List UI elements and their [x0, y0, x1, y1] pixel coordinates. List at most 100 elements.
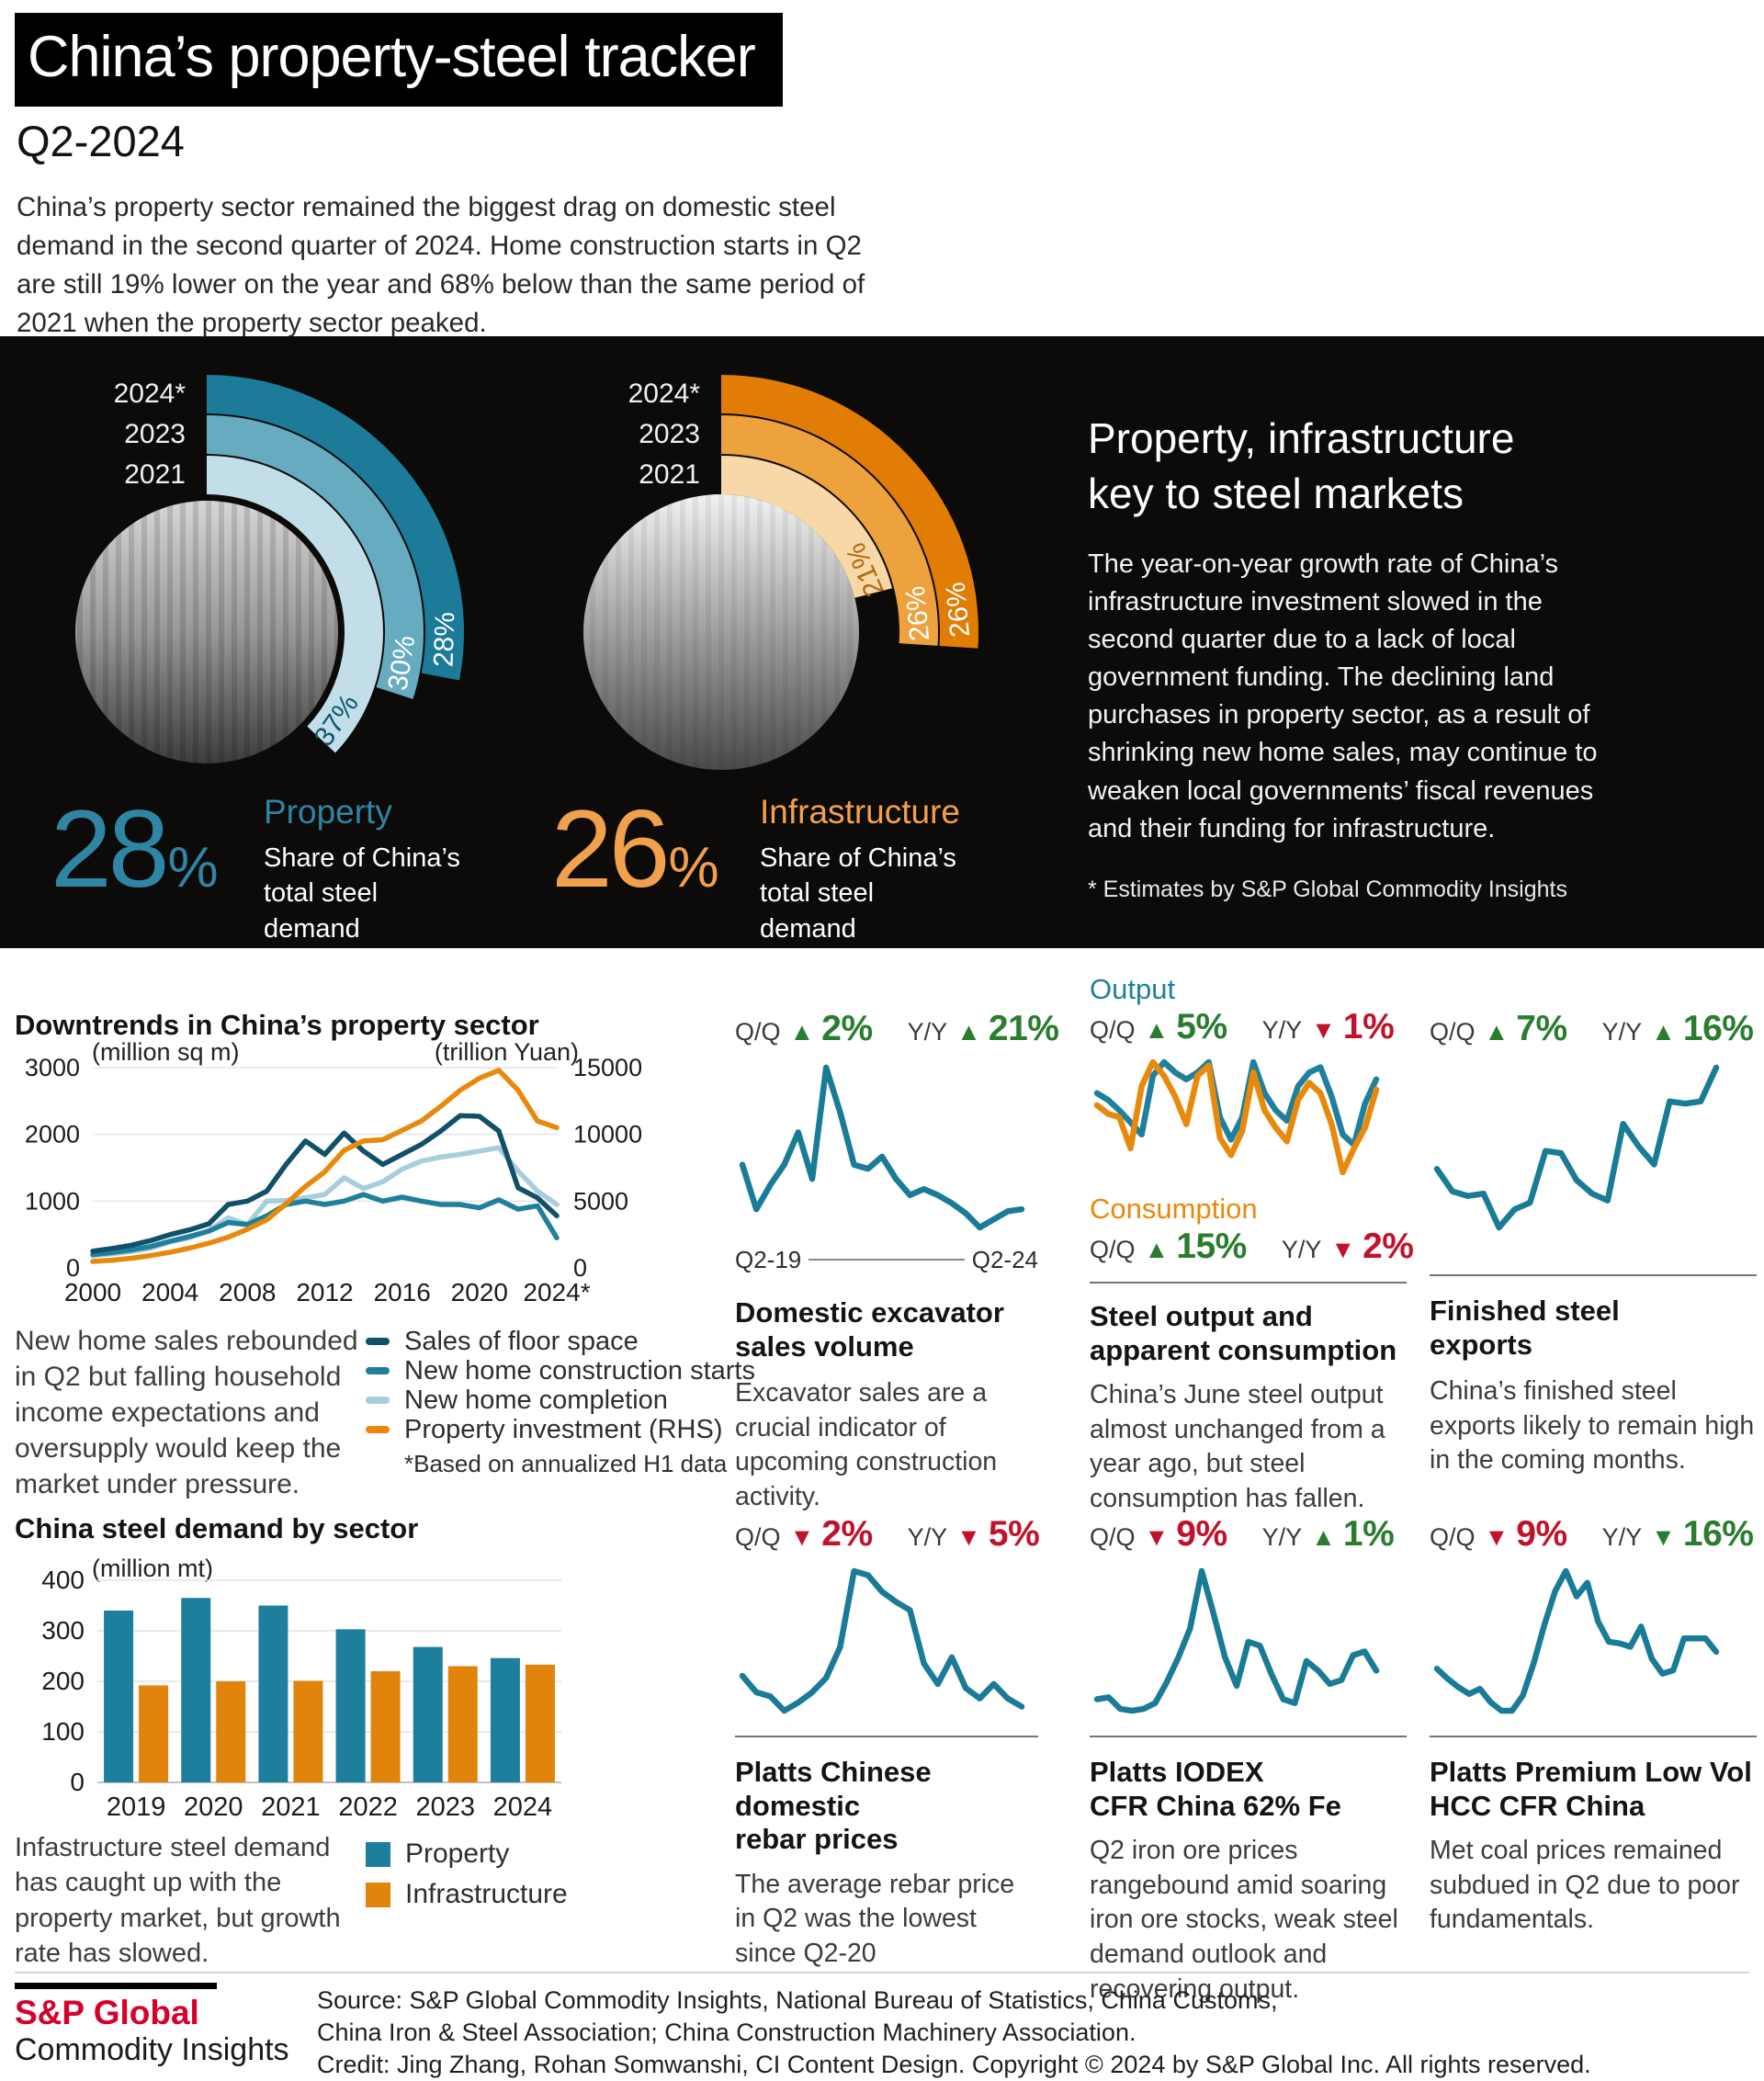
svg-text:2004: 2004	[141, 1278, 198, 1305]
svg-text:3000: 3000	[25, 1057, 80, 1081]
panel-divider	[1430, 1736, 1757, 1737]
svg-text:10000: 10000	[573, 1121, 642, 1148]
svg-text:400: 400	[41, 1567, 85, 1594]
hero-panel: 28% 30% 37% 26% 26% 21% 2024* 2023 2021 2024…	[0, 336, 1764, 948]
stats-row: Q/Q ▼ 9% Y/Y ▲ 1%	[1090, 1514, 1395, 1554]
svg-text:2008: 2008	[219, 1278, 276, 1305]
hero-footnote: * Estimates by S&P Global Commodity Insi…	[1088, 877, 1567, 902]
hero-headline-line1: Property, infrastructure	[1088, 414, 1515, 462]
property-share-caption: Share of China’s total steel demand	[264, 843, 460, 944]
stats-row: Q/Q ▲ 7% Y/Y ▲ 16%	[1430, 1009, 1754, 1048]
brand-bar	[15, 1983, 217, 1989]
property-share-label-block: Property Share of China’s total steel de…	[264, 793, 480, 946]
svg-text:300: 300	[41, 1616, 85, 1645]
infrastructure-share-label-block: Infrastructure Share of China’s total st…	[760, 793, 976, 946]
page-subtitle: Q2-2024	[17, 117, 185, 165]
steel-demand-legend: Property Infrastructure	[366, 1834, 568, 1915]
svg-text:200: 200	[41, 1667, 85, 1695]
consumption-stats-row: Q/Q ▲ 15% Y/Y ▼ 2%	[1090, 1227, 1414, 1266]
rebar-panel: Q/Q ▼ 2% Y/Y ▼ 5% Platts Chinese domestic reba…	[735, 1514, 1040, 1972]
sp-global-logo: S&P Global	[15, 1994, 199, 2031]
hcc-sparkline	[1433, 1567, 1720, 1714]
excavator-panel: Q/Q ▲ 2% Y/Y ▲ 21% Q2-19 Q2-24 Domestic excav…	[735, 1009, 1059, 1515]
property-year-2023: 2023	[124, 419, 186, 449]
svg-text:26%: 26%	[941, 581, 977, 639]
svg-text:2000: 2000	[64, 1278, 121, 1305]
output-consumption-sparkline	[1093, 1058, 1380, 1176]
steel-exports-title: Finished steel exports	[1430, 1295, 1620, 1361]
infrastructure-label: Infrastructure	[760, 793, 960, 831]
downtrends-caption: New home sales rebounded in Q2 but falli…	[15, 1326, 358, 1499]
downtrends-line-chart: 0 1000 2000 3000 0 5000 10000 15000 2000 2004 2008…	[25, 1057, 642, 1305]
downtrends-left-unit: (million sq m)	[92, 1038, 240, 1066]
footer-divider	[15, 1972, 1749, 1974]
excavator-title: Domestic excavator sales volume	[735, 1296, 1004, 1363]
x-axis-line	[808, 1259, 965, 1261]
source-credit-block: Source: S&P Global Commodity Insights, N…	[317, 1985, 1591, 2081]
infra-year-2024: 2024*	[628, 379, 700, 409]
excavator-sparkline	[739, 1064, 1025, 1231]
steel-demand-chart-title: China steel demand by sector	[15, 1512, 419, 1544]
stats-row: Q/Q ▼ 9% Y/Y ▼ 16%	[1430, 1514, 1754, 1554]
rebar-title: Platts Chinese domestic rebar prices	[735, 1756, 932, 1856]
panel-divider	[1090, 1282, 1407, 1284]
rebar-caption: The average rebar price in Q2 was the lo…	[735, 1869, 1015, 1968]
steel-demand-unit: (million mt)	[92, 1555, 213, 1582]
output-consumption-panel: Output Q/Q ▲ 5% Y/Y ▼ 1% Consumption Q/Q ▲ 15% Y…	[1090, 973, 1414, 1517]
svg-text:0: 0	[573, 1254, 587, 1282]
svg-text:0: 0	[66, 1254, 80, 1282]
property-share-big-number: 28%	[51, 787, 219, 910]
credit-line: Credit: Jing Zhang, Rohan Somwanshi, CI …	[317, 2051, 1591, 2078]
svg-text:2022: 2022	[338, 1793, 398, 1821]
svg-text:2021: 2021	[261, 1793, 321, 1821]
output-series-label: Output	[1090, 973, 1176, 1005]
iodex-panel: Q/Q ▼ 9% Y/Y ▲ 1% Platts IODEX CFR China 62% F…	[1090, 1514, 1407, 2007]
svg-text:0: 0	[70, 1768, 85, 1796]
output-consumption-caption: China’s June steel output almost unchang…	[1090, 1380, 1385, 1513]
hcc-title: Platts Premium Low Vol HCC CFR China	[1430, 1756, 1752, 1822]
steel-exports-sparkline	[1433, 1064, 1720, 1231]
svg-text:2020: 2020	[184, 1793, 243, 1821]
property-share-donut-chart: 28%30%37%	[75, 375, 464, 763]
hcc-caption: Met coal prices remained subdued in Q2 d…	[1430, 1836, 1740, 1935]
x-end-label: Q2-24	[971, 1245, 1038, 1273]
svg-text:15000: 15000	[573, 1057, 642, 1081]
stats-row: Q/Q ▲ 2% Y/Y ▲ 21%	[735, 1009, 1059, 1048]
property-label: Property	[264, 793, 392, 831]
steel-exports-caption: China’s finished steel exports likely to…	[1430, 1376, 1755, 1476]
x-start-label: Q2-19	[735, 1245, 802, 1273]
intro-paragraph: China’s property sector remained the big…	[17, 192, 865, 338]
stats-row: Q/Q ▼ 2% Y/Y ▼ 5%	[735, 1514, 1040, 1554]
property-year-2021: 2021	[124, 459, 186, 490]
infrastructure-share-caption: Share of China’s total steel demand	[760, 843, 956, 944]
property-year-2024: 2024*	[113, 379, 186, 409]
svg-text:2024: 2024	[493, 1793, 553, 1821]
hcc-panel: Q/Q ▼ 9% Y/Y ▼ 16% Platts Premium Low Vol HCC …	[1430, 1514, 1757, 1938]
source-line-2: China Iron & Steel Association; China Co…	[317, 2019, 1136, 2046]
hero-body-text: The year-on-year growth rate of China’s …	[1088, 549, 1598, 843]
svg-text:2012: 2012	[296, 1278, 353, 1305]
downtrends-chart-title: Downtrends in China’s property sector	[15, 1009, 539, 1041]
svg-text:2023: 2023	[415, 1793, 475, 1821]
output-stats-row: Q/Q ▲ 5% Y/Y ▼ 1%	[1090, 1007, 1395, 1046]
svg-text:2016: 2016	[374, 1278, 431, 1305]
iodex-title: Platts IODEX CFR China 62% Fe	[1090, 1756, 1341, 1822]
downtrends-legend: Sales of floor space New home constructio…	[366, 1327, 755, 1444]
output-consumption-title: Steel output and apparent consumption	[1090, 1300, 1397, 1366]
infra-year-2021: 2021	[639, 459, 700, 490]
svg-text:2000: 2000	[25, 1121, 80, 1148]
downtrends-legend-footnote: *Based on annualized H1 data	[404, 1450, 728, 1477]
svg-text:28%: 28%	[428, 612, 460, 668]
consumption-series-label: Consumption	[1090, 1193, 1258, 1225]
svg-text:2019: 2019	[107, 1793, 166, 1821]
infrastructure-share-big-number: 26%	[551, 787, 719, 910]
excavator-x-axis: Q2-19 Q2-24	[735, 1245, 1038, 1273]
excavator-caption: Excavator sales are a crucial indicator …	[735, 1378, 998, 1511]
iodex-sparkline	[1093, 1567, 1380, 1714]
hero-headline-line2: key to steel markets	[1088, 469, 1464, 517]
page-title: China’s property-steel tracker	[15, 13, 783, 107]
svg-text:2020: 2020	[451, 1278, 508, 1305]
infrastructure-share-donut-chart: 26%26%21%	[583, 375, 978, 770]
panel-divider	[1090, 1736, 1407, 1737]
infra-year-2023: 2023	[639, 419, 700, 449]
